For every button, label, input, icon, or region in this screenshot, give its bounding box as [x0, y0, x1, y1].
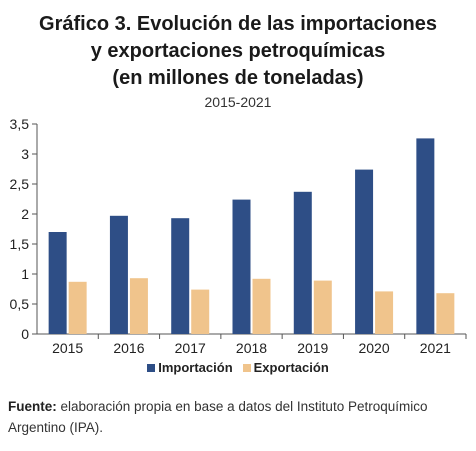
chart-title-line-2: y exportaciones petroquímicas: [90, 40, 386, 62]
y-tick-label: 0: [21, 326, 29, 342]
bar-importación-2019: [293, 191, 312, 334]
legend-label-importacion: Importación: [158, 360, 233, 375]
bar-importación-2021: [416, 138, 435, 334]
x-tick-label: 2019: [297, 340, 328, 356]
chart-legend: Importación Exportación: [0, 360, 476, 375]
bar-importación-2018: [232, 199, 251, 334]
chart-subtitle: 2015-2021: [204, 94, 272, 110]
bar-importación-2016: [109, 215, 128, 334]
y-tick-label: 2: [21, 206, 29, 222]
bar-exportación-2019: [313, 280, 332, 334]
x-tick-label: 2016: [113, 340, 144, 356]
source-note: Fuente: elaboración propia en base a dat…: [8, 396, 448, 438]
bar-exportación-2021: [436, 293, 455, 334]
legend-swatch-exportacion: [242, 363, 251, 372]
x-tick-label: 2017: [175, 340, 206, 356]
y-tick-label: 3: [21, 146, 29, 162]
bar-exportación-2017: [191, 289, 210, 334]
x-tick-label: 2015: [52, 340, 83, 356]
x-tick-label: 2018: [236, 340, 267, 356]
bar-exportación-2015: [68, 281, 87, 334]
chart-title-line-1: Gráfico 3. Evolución de las importacione…: [39, 13, 437, 35]
y-tick-label: 1: [21, 266, 29, 282]
bar-exportación-2016: [129, 278, 148, 334]
chart-title-line-3: (en millones de toneladas): [112, 67, 364, 89]
legend-swatch-importacion: [147, 363, 156, 372]
y-tick-label: 2,5: [10, 176, 30, 192]
source-text: elaboración propia en base a datos del I…: [8, 399, 428, 435]
y-tick-label: 0,5: [10, 296, 30, 312]
x-tick-label: 2021: [420, 340, 451, 356]
bar-exportación-2020: [375, 291, 394, 334]
bar-importación-2020: [355, 169, 374, 334]
y-tick-label: 1,5: [10, 236, 30, 252]
source-label: Fuente:: [8, 399, 57, 414]
legend-label-exportacion: Exportación: [253, 360, 329, 375]
legend-item-importacion: Importación: [147, 360, 233, 375]
bar-exportación-2018: [252, 278, 271, 334]
x-tick-label: 2020: [358, 340, 389, 356]
y-tick-label: 3,5: [10, 116, 30, 132]
legend-item-exportacion: Exportación: [242, 360, 329, 375]
bar-importación-2015: [48, 232, 67, 334]
bar-importación-2017: [171, 218, 190, 334]
